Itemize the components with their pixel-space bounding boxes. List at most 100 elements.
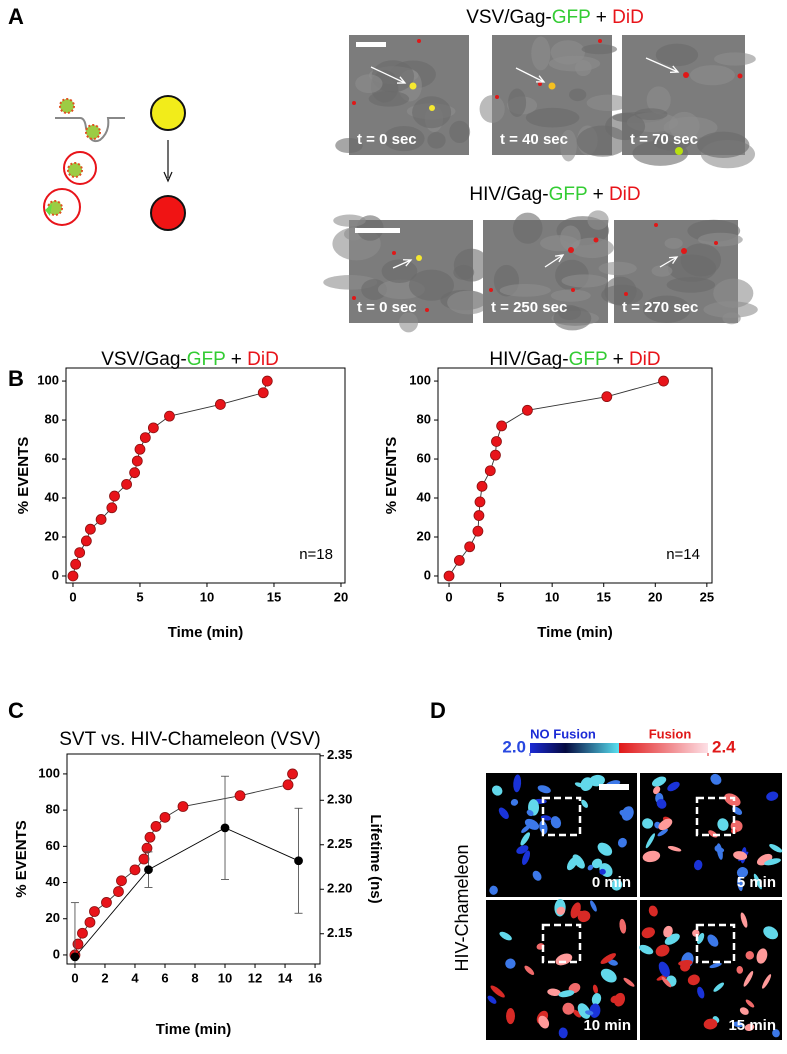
y-tick-label: 0 [52, 567, 59, 582]
cell [550, 816, 562, 829]
point [490, 449, 501, 461]
texture [381, 259, 418, 283]
cell [611, 879, 623, 891]
cell [522, 850, 531, 866]
particle [571, 288, 575, 292]
texture [581, 44, 618, 55]
panel-letter: B [8, 366, 24, 391]
particle [598, 39, 602, 43]
point [294, 856, 303, 866]
cell [600, 953, 616, 964]
particle [714, 241, 718, 245]
cell [667, 845, 682, 852]
texture [368, 91, 410, 107]
roi-box [541, 923, 582, 964]
texture [632, 140, 689, 166]
point [113, 886, 124, 897]
cell [537, 785, 551, 794]
point [473, 510, 485, 521]
title-part: GFP [552, 7, 591, 28]
cell [717, 818, 729, 831]
title: VSV/Gag-GFP + DiD [466, 7, 644, 28]
cell [744, 1023, 755, 1032]
arrow [392, 259, 412, 269]
title-part: DiD [247, 349, 279, 370]
cell [532, 870, 542, 881]
cell [520, 832, 531, 846]
cell [621, 806, 634, 821]
cell [657, 828, 668, 837]
point [484, 465, 496, 477]
y-tick-label: 0 [53, 946, 60, 961]
texture [560, 129, 577, 162]
cell [756, 948, 768, 964]
title: HIV/Gag-GFP + DiD [489, 349, 660, 370]
x-tick-label: 5 [136, 589, 143, 604]
x-tick-label: 10 [545, 589, 559, 604]
title-part: VSV/Gag- [466, 7, 552, 28]
arrow-head [402, 259, 413, 267]
title-part: + [587, 184, 609, 205]
x-tick-label: 10 [200, 589, 214, 604]
title-part: HIV/Gag- [489, 349, 568, 370]
cell [589, 774, 605, 787]
particle [392, 251, 396, 255]
point [164, 410, 175, 422]
roi-box [541, 796, 582, 837]
point [491, 436, 502, 447]
texture [531, 36, 551, 71]
particle [409, 82, 417, 90]
y-tick-label: 60 [45, 450, 59, 465]
title-part: DiD [629, 349, 661, 370]
point [287, 768, 298, 780]
colorbar-gradient [530, 743, 708, 753]
point [89, 906, 100, 917]
y-tick-label: 20 [417, 528, 431, 543]
x-axis-title: Time (min) [537, 624, 613, 641]
cell [572, 854, 585, 869]
particle [489, 288, 493, 292]
point [257, 387, 269, 399]
cell [655, 944, 670, 957]
panel-d-ylabel: HIV-Chameleon [452, 844, 472, 971]
point [144, 865, 153, 875]
texture [713, 278, 754, 308]
point [95, 514, 107, 525]
point [129, 864, 141, 876]
cell [570, 902, 581, 919]
frame-time: t = 250 sec [491, 299, 567, 316]
particle [654, 223, 658, 227]
cell [591, 858, 603, 869]
texture [427, 132, 446, 149]
cell [764, 858, 781, 866]
colorbar-tick-label: 2.4 [712, 737, 736, 756]
y-tick-label: 40 [417, 489, 431, 504]
cell [753, 873, 762, 890]
point [464, 541, 476, 553]
texture [689, 65, 735, 86]
cell [547, 988, 561, 996]
title-part: DiD [609, 184, 641, 205]
x-tick-label: 0 [445, 589, 452, 604]
cell [487, 995, 497, 1004]
cell [572, 1009, 582, 1018]
cell [652, 776, 667, 787]
title-part: GFP [569, 349, 608, 370]
cell [556, 906, 566, 915]
panel-letter: C [8, 698, 24, 723]
point [84, 523, 96, 535]
frame-time: t = 40 sec [500, 131, 568, 148]
cell [526, 809, 534, 817]
point [474, 496, 486, 508]
cell [524, 965, 535, 975]
texture [561, 274, 608, 288]
cell [762, 974, 772, 989]
point [472, 525, 484, 537]
cell [642, 818, 654, 829]
cell [579, 910, 590, 919]
y-axis-title: % EVENTS [383, 437, 400, 515]
point [121, 478, 132, 490]
frame-time: t = 0 sec [357, 131, 417, 148]
title: SVT vs. HIV-Chameleon (VSV) [59, 729, 321, 750]
cell [724, 793, 741, 807]
